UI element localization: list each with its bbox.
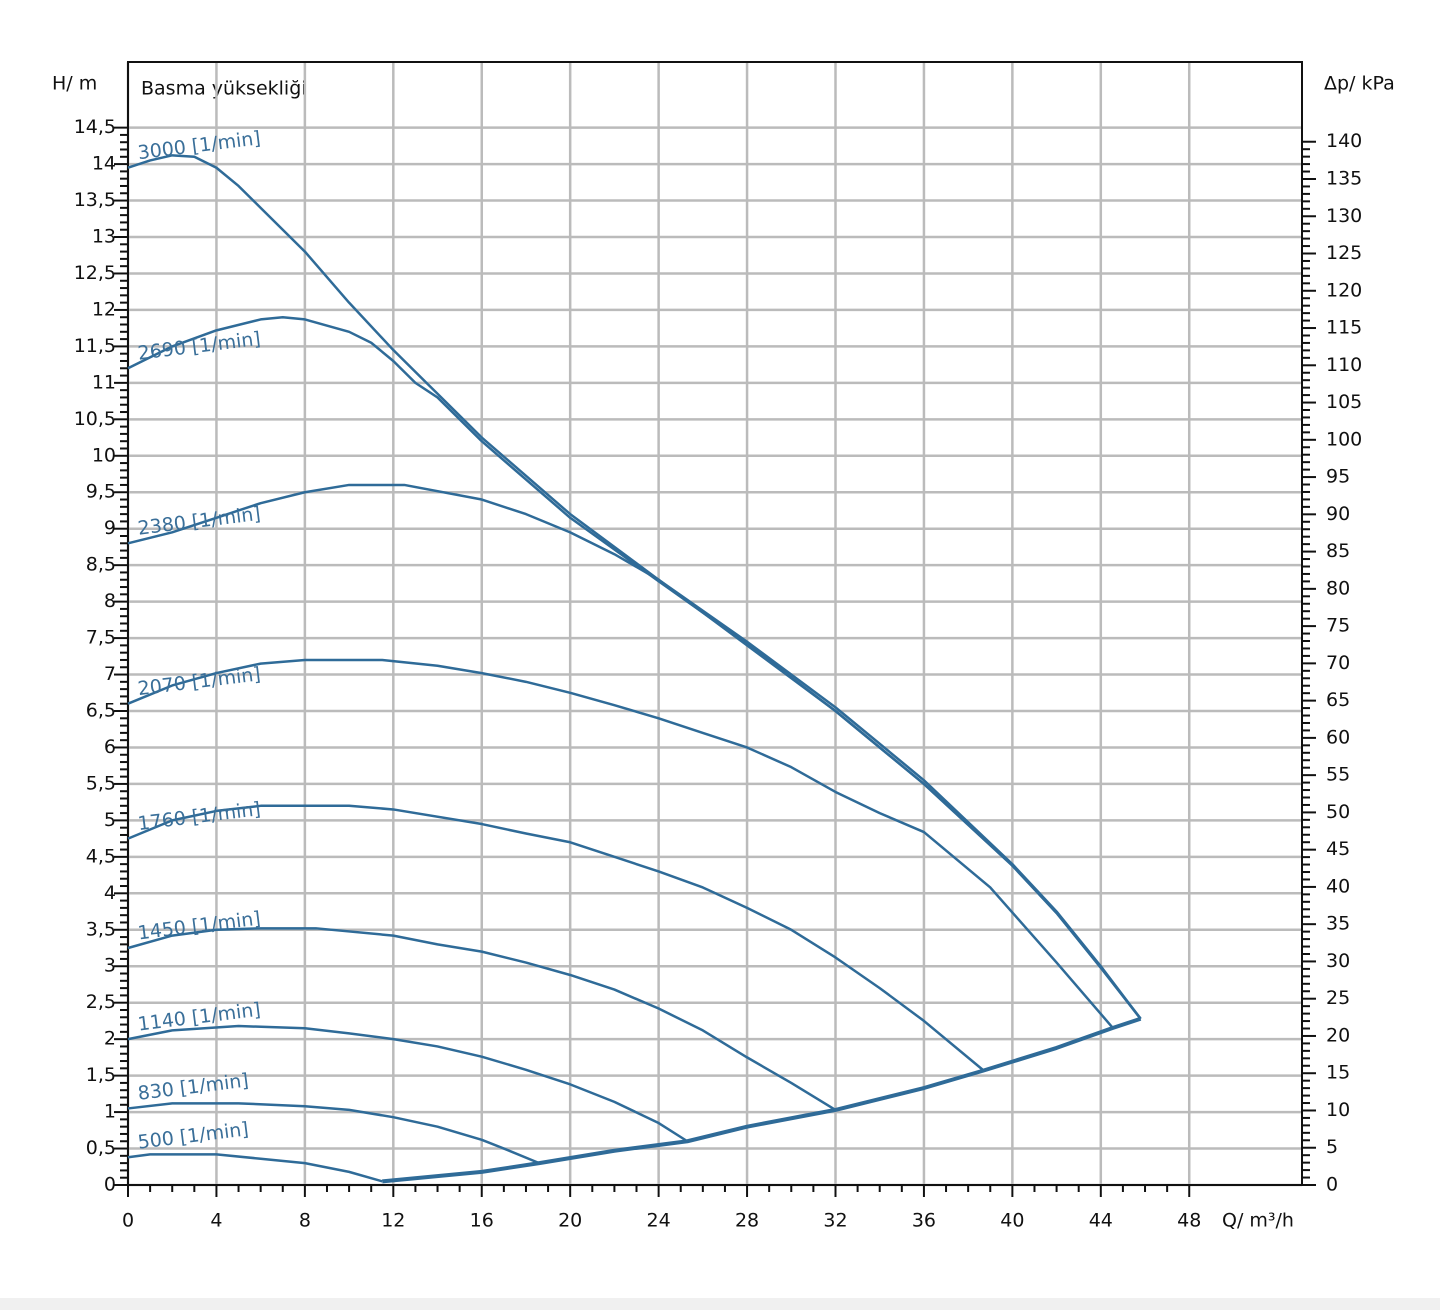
- y-tick-label: 13: [92, 226, 116, 248]
- curve: [127, 804, 985, 1072]
- y-tick-label: 14: [92, 153, 116, 175]
- curve: [127, 1102, 540, 1165]
- y2-tick-label: 55: [1326, 764, 1350, 786]
- curve: [127, 927, 837, 1111]
- y-tick-label: 11: [92, 371, 116, 393]
- curve: [127, 154, 1142, 1020]
- y-tick-label: 8: [104, 590, 116, 612]
- x-tick-label: 20: [558, 1210, 582, 1232]
- y2-tick-label: 140: [1326, 130, 1362, 152]
- y2-tick-label: 40: [1326, 875, 1350, 897]
- y2-tick-label: 125: [1326, 242, 1362, 264]
- y2-tick-label: 70: [1326, 652, 1350, 674]
- y-tick-label: 7,5: [86, 627, 116, 649]
- y-tick-label: 10: [92, 444, 116, 466]
- x-tick-label: 40: [1000, 1210, 1024, 1232]
- y2-tick-label: 120: [1326, 279, 1362, 301]
- x-tick-label: 0: [122, 1210, 134, 1232]
- y-tick-label: 12,5: [74, 262, 116, 284]
- x-tick-label: 44: [1089, 1210, 1113, 1232]
- x-tick-label: 12: [381, 1210, 405, 1232]
- x-tick-label: 4: [210, 1210, 222, 1232]
- y2-tick-label: 45: [1326, 838, 1350, 860]
- y2-tick-label: 60: [1326, 726, 1350, 748]
- y2-tick-label: 20: [1326, 1024, 1350, 1046]
- y-tick-label: 3: [104, 955, 116, 977]
- y2-tick-label: 65: [1326, 689, 1350, 711]
- curve: [127, 1153, 383, 1183]
- curve: [127, 483, 1142, 1020]
- y2-tick-label: 105: [1326, 391, 1362, 413]
- y2-tick-label: 100: [1326, 428, 1362, 450]
- y2-tick-label: 30: [1326, 950, 1350, 972]
- y-tick-label: 5,5: [86, 772, 116, 794]
- y2-tick-label: 5: [1326, 1136, 1338, 1158]
- y-tick-label: 5: [104, 809, 116, 831]
- y2-axis-label: Δp/ kPa: [1324, 73, 1395, 95]
- y-axis-label: H/ m: [52, 73, 97, 95]
- y2-tick-label: 0: [1326, 1174, 1338, 1196]
- y-tick-label: 1,5: [86, 1064, 116, 1086]
- x-tick-label: 48: [1177, 1210, 1201, 1232]
- y-tick-label: 0: [104, 1174, 116, 1196]
- y2-tick-label: 80: [1326, 577, 1350, 599]
- y2-tick-label: 115: [1326, 317, 1362, 339]
- y-tick-label: 4,5: [86, 845, 116, 867]
- y-tick-label: 0,5: [86, 1137, 116, 1159]
- x-tick-label: 24: [647, 1210, 671, 1232]
- curve: [127, 1024, 689, 1143]
- curve: [127, 658, 1113, 1028]
- y2-tick-label: 130: [1326, 205, 1362, 227]
- x-tick-label: 16: [470, 1210, 494, 1232]
- x-tick-label: 32: [823, 1210, 847, 1232]
- y-tick-label: 6: [104, 736, 116, 758]
- y2-tick-label: 35: [1326, 913, 1350, 935]
- x-tick-label: 36: [912, 1210, 936, 1232]
- y-tick-label: 1: [104, 1101, 116, 1123]
- y2-tick-label: 135: [1326, 167, 1362, 189]
- y2-tick-label: 110: [1326, 354, 1362, 376]
- y-tick-label: 11,5: [74, 335, 116, 357]
- y-tick-label: 4: [104, 882, 116, 904]
- y-tick-label: 6,5: [86, 700, 116, 722]
- y2-tick-label: 10: [1326, 1099, 1350, 1121]
- y2-tick-label: 85: [1326, 540, 1350, 562]
- footer-strip: [0, 1298, 1440, 1310]
- y-tick-label: 8,5: [86, 554, 116, 576]
- x-tick-label: 28: [735, 1210, 759, 1232]
- curve: [382, 1016, 1142, 1184]
- x-axis-label: Q/ m³/h: [1222, 1210, 1294, 1232]
- y-tick-label: 9: [104, 517, 116, 539]
- y2-tick-label: 50: [1326, 801, 1350, 823]
- y-tick-label: 2: [104, 1028, 116, 1050]
- chart-title: Basma yüksekliği: [141, 78, 307, 100]
- y-tick-label: 9,5: [86, 481, 116, 503]
- y2-tick-label: 75: [1326, 615, 1350, 637]
- y2-tick-label: 95: [1326, 466, 1350, 488]
- x-tick-label: 8: [299, 1210, 311, 1232]
- y-tick-label: 10,5: [74, 408, 116, 430]
- y2-tick-label: 15: [1326, 1062, 1350, 1084]
- y-tick-label: 12: [92, 298, 116, 320]
- y-tick-label: 14,5: [74, 116, 116, 138]
- y2-tick-label: 90: [1326, 503, 1350, 525]
- y-tick-label: 3,5: [86, 918, 116, 940]
- y-tick-label: 13,5: [74, 189, 116, 211]
- y-tick-label: 7: [104, 663, 116, 685]
- y2-tick-label: 25: [1326, 987, 1350, 1009]
- y-tick-label: 2,5: [86, 991, 116, 1013]
